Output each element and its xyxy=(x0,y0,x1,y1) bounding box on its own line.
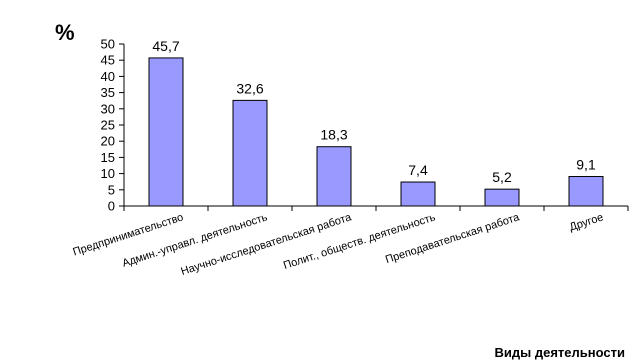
data-label: 5,2 xyxy=(492,169,512,185)
data-label: 45,7 xyxy=(152,38,179,54)
data-label: 7,4 xyxy=(408,162,428,178)
data-label: 9,1 xyxy=(576,157,596,173)
y-tick-label: 15 xyxy=(101,150,115,165)
bar xyxy=(148,57,184,207)
y-tick-label: 45 xyxy=(101,53,115,68)
x-axis-title: Виды деятельности xyxy=(495,345,625,360)
y-tick-label: 35 xyxy=(101,85,115,100)
x-tick-label: Полит., обществ. деятельность xyxy=(282,211,437,272)
y-tick-label: 40 xyxy=(101,69,115,84)
bar xyxy=(484,188,520,207)
x-tick-label: Преподавательская работа xyxy=(384,211,522,266)
y-tick-label: 20 xyxy=(101,134,115,149)
data-label: 32,6 xyxy=(236,80,263,96)
y-tick-label: 30 xyxy=(101,101,115,116)
bar xyxy=(400,181,436,207)
y-tick-label: 0 xyxy=(108,199,115,214)
bar xyxy=(568,176,604,207)
bars: 45,7 32,6 18,3 7,4 5,2 9,1 xyxy=(148,38,604,207)
y-tick-label: 5 xyxy=(108,182,115,197)
data-label: 18,3 xyxy=(320,127,347,143)
y-tick-label: 50 xyxy=(101,37,115,52)
y-axis-title: % xyxy=(55,20,75,45)
x-tick-label: Другое xyxy=(568,211,605,233)
y-tick-label: 10 xyxy=(101,166,115,181)
y-tick-label: 25 xyxy=(101,118,115,133)
bar xyxy=(232,99,268,207)
bar xyxy=(316,146,352,207)
